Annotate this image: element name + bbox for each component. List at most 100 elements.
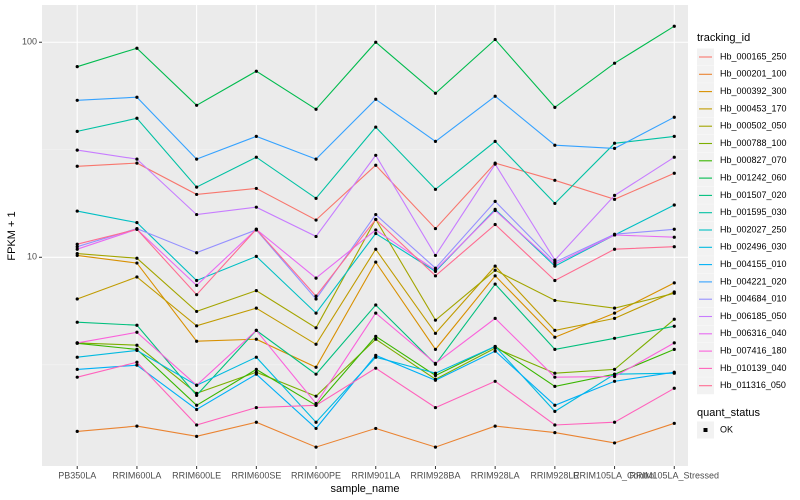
data-point [553, 328, 557, 333]
legend-label: Hb_001242_060 [720, 172, 787, 182]
data-point [672, 24, 676, 28]
data-point [195, 212, 199, 217]
data-point [374, 353, 378, 357]
data-point [493, 37, 497, 42]
data-point [433, 371, 438, 375]
data-point [612, 197, 617, 201]
data-point [374, 311, 378, 315]
data-point [195, 423, 199, 427]
data-point [195, 293, 199, 297]
data-point [433, 226, 438, 231]
data-point [195, 324, 199, 328]
data-point [135, 323, 139, 327]
data-point [553, 375, 557, 379]
data-point [433, 187, 438, 191]
data-point [612, 146, 617, 150]
data-point [135, 227, 139, 231]
data-point [553, 262, 557, 266]
data-point [254, 205, 258, 209]
data-point [433, 405, 438, 410]
data-point [493, 424, 497, 428]
data-point [254, 372, 258, 376]
data-point [433, 347, 438, 351]
data-point [314, 326, 318, 330]
data-point [75, 367, 79, 372]
data-point [195, 283, 199, 288]
data-point [195, 393, 199, 397]
data-point [493, 208, 497, 213]
data-point [254, 337, 258, 341]
data-point [195, 185, 199, 189]
data-point [374, 366, 378, 370]
data-point [195, 278, 199, 283]
data-point [433, 318, 438, 322]
data-point [672, 155, 676, 159]
data-point [612, 372, 617, 376]
data-point [672, 281, 676, 285]
data-point [314, 394, 318, 398]
data-point [374, 163, 378, 167]
data-point [493, 316, 497, 320]
data-point [254, 155, 258, 159]
data-point [254, 254, 258, 258]
data-point [314, 294, 318, 298]
x-tick-label: PB350LA [58, 470, 96, 480]
data-point [75, 252, 79, 256]
data-point [75, 148, 79, 152]
data-point [672, 347, 676, 351]
data-point [493, 162, 497, 166]
data-point [374, 303, 378, 307]
data-point [672, 203, 676, 207]
legend-label: Hb_006316_040 [720, 328, 787, 338]
x-tick-label: RRIM928LA [471, 470, 520, 480]
data-point [374, 212, 378, 217]
data-point [195, 434, 199, 438]
data-point [374, 231, 378, 236]
legend-label: Hb_000502_050 [720, 121, 787, 131]
data-point [135, 348, 139, 352]
data-point [672, 324, 676, 328]
data-point [433, 91, 438, 95]
plot-panel [42, 5, 688, 466]
data-point [374, 247, 378, 251]
legend-label: Hb_004221_020 [720, 276, 787, 286]
data-point [374, 334, 378, 338]
legend-label: Hb_007416_180 [720, 345, 787, 355]
data-point [553, 258, 557, 262]
data-point [672, 421, 676, 425]
data-point [135, 343, 139, 347]
data-point [553, 403, 557, 407]
data-point [433, 331, 438, 335]
data-point [135, 95, 139, 99]
legend-label: Hb_000201_100 [720, 69, 787, 79]
data-point [75, 355, 79, 359]
data-point [314, 311, 318, 315]
data-point [553, 335, 557, 339]
data-point [314, 276, 318, 280]
data-point [135, 220, 139, 225]
data-point [672, 341, 676, 345]
data-point [195, 157, 199, 161]
legend-title: tracking_id [697, 32, 750, 44]
data-point [195, 339, 199, 343]
data-point [314, 372, 318, 376]
data-point [374, 217, 378, 222]
data-point [612, 61, 617, 65]
data-point [672, 291, 676, 295]
data-point [493, 94, 497, 98]
data-point [314, 107, 318, 111]
legend-label: Hb_000453_170 [720, 103, 787, 113]
data-point [433, 268, 438, 272]
legend-label: Hb_004155_010 [720, 259, 787, 269]
data-point [75, 320, 79, 324]
data-point [254, 134, 258, 138]
x-tick-label: RRIM600SE [231, 470, 281, 480]
data-point [433, 274, 438, 278]
data-point [374, 426, 378, 431]
data-point [135, 256, 139, 260]
legend2-label: OK [720, 424, 733, 434]
data-point [314, 426, 318, 431]
data-point [553, 298, 557, 303]
x-tick-label: RRIM928LE [530, 470, 579, 480]
